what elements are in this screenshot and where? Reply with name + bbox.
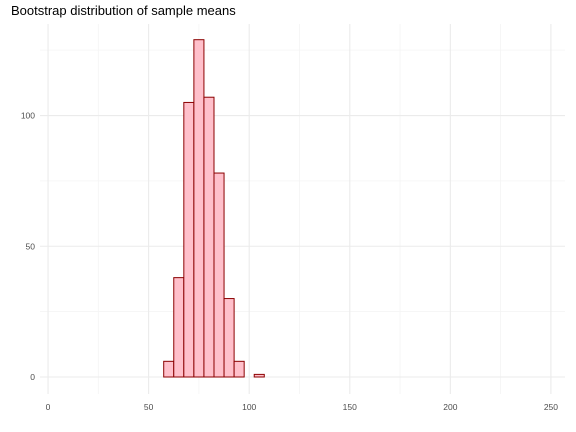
x-tick-label: 100: [242, 402, 256, 412]
y-tick-label: 0: [30, 372, 35, 382]
chart-title: Bootstrap distribution of sample means: [11, 3, 236, 18]
x-tick-label: 0: [46, 402, 51, 412]
histogram-bar: [253, 373, 265, 378]
histogram-bars: [163, 39, 265, 378]
histogram-bar: [213, 172, 225, 378]
histogram-bar: [173, 277, 185, 378]
y-tick-label: 50: [26, 241, 36, 251]
y-tick-label: 100: [21, 111, 35, 121]
histogram-bar: [183, 101, 195, 378]
x-tick-label: 250: [544, 402, 558, 412]
grid-lines: [40, 24, 565, 394]
histogram-bar: [193, 39, 205, 378]
histogram-bar: [203, 96, 215, 378]
histogram-bar: [233, 360, 245, 378]
x-tick-label: 200: [443, 402, 457, 412]
histogram-bar: [223, 298, 235, 378]
x-tick-label: 50: [144, 402, 154, 412]
histogram-bar: [163, 360, 175, 378]
y-axis-tick-labels: 0 50 100: [21, 111, 35, 382]
x-axis-tick-labels: 0 50 100 150 200 250: [46, 402, 559, 412]
x-tick-label: 150: [343, 402, 357, 412]
